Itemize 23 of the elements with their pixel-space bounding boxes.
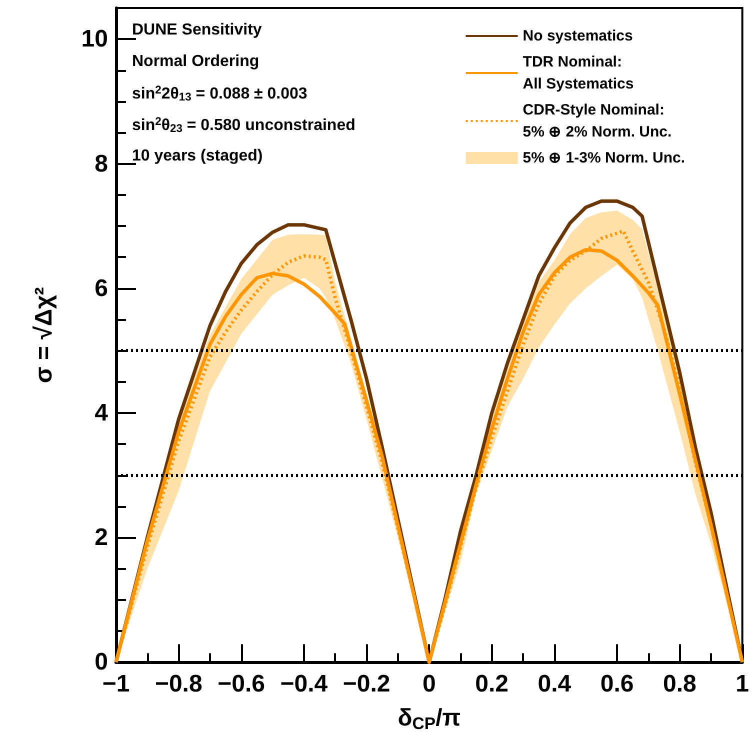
legend-label: TDR Nominal: All Systematics xyxy=(522,54,634,92)
y-tick-label: 2 xyxy=(94,524,108,552)
x-tick-label: 0.8 xyxy=(663,670,696,698)
x-tick-label: 0.6 xyxy=(600,670,634,698)
y-tick-label: 8 xyxy=(94,150,108,178)
x-tick-label: 0.4 xyxy=(538,670,572,698)
x-tick-label: −0.4 xyxy=(280,670,328,698)
x-tick-label: 0.2 xyxy=(475,670,508,698)
annotation: DUNE Sensitivity xyxy=(132,22,262,38)
y-tick-label: 4 xyxy=(94,399,109,426)
annotation: Normal Ordering xyxy=(132,53,260,70)
x-tick-label: −0.6 xyxy=(218,670,265,698)
y-tick-label: 6 xyxy=(94,274,108,302)
legend-label: CDR-Style Nominal: 5% ⊕ 2% Norm. Unc. xyxy=(522,102,672,140)
y-tick-label: 10 xyxy=(81,26,108,53)
legend-label: 5% ⊕ 1-3% Norm. Unc. xyxy=(522,150,686,166)
x-tick-label: 1 xyxy=(736,670,750,698)
x-tick-label: −0.8 xyxy=(154,670,202,698)
legend-label: No systematics xyxy=(522,28,633,44)
x-tick-label: −0.2 xyxy=(342,670,390,698)
x-tick-label: 0 xyxy=(422,670,436,698)
y-axis-title: σ = √Δχ² xyxy=(30,287,58,384)
annotation: 10 years (staged) xyxy=(132,148,263,164)
